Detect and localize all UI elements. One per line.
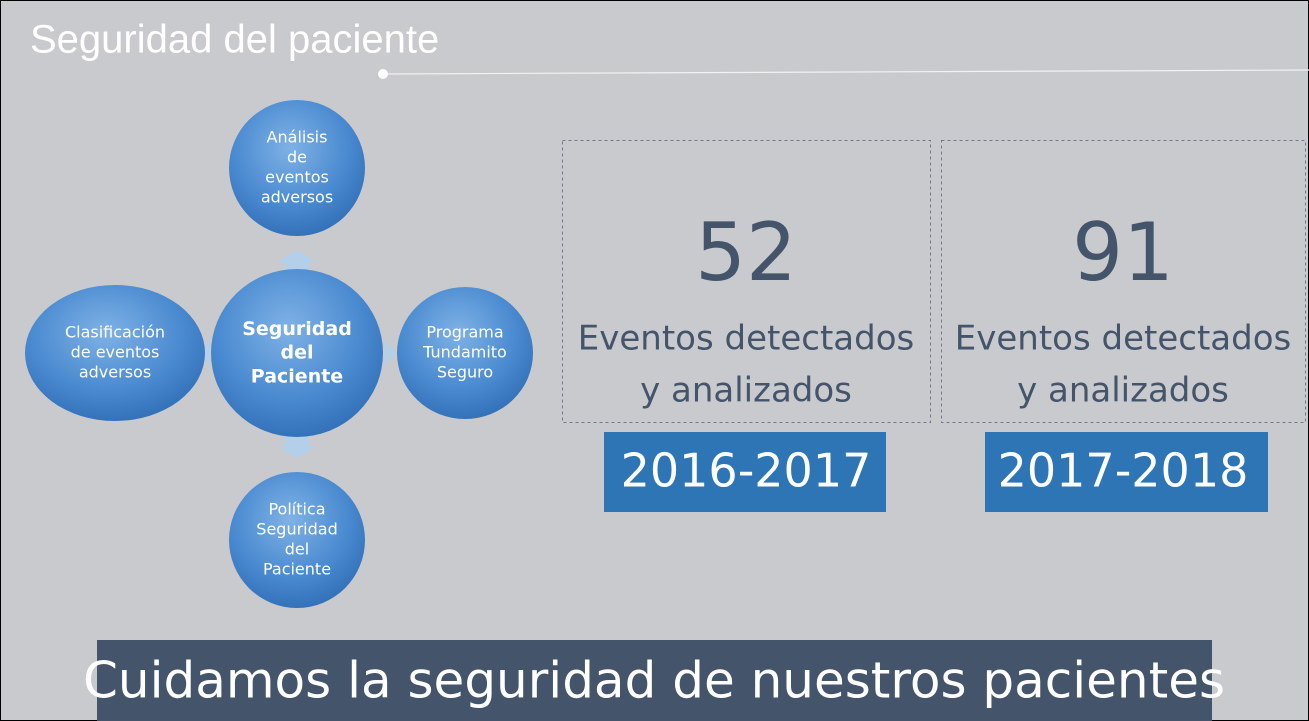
bubble-label: Política [268,500,325,519]
stat-caption: y analizados [640,371,852,411]
bubble-label: Tundamito [422,343,507,362]
stat-caption: Eventos detectados [955,319,1291,359]
bubble [25,285,205,421]
bubble [229,472,365,608]
bubble [229,100,365,236]
period-box [604,432,886,512]
arrow-up [277,250,317,272]
bubble-label: adversos [261,188,333,207]
bubble-label: de eventos [71,343,160,362]
bubble-label: Programa [426,323,503,342]
bubble-label: Seguridad [242,318,352,340]
bubble-label: Paciente [263,560,331,579]
banner-text: Cuidamos la seguridad de nuestros pacien… [83,652,1225,710]
stat-frame [562,140,931,423]
stat-caption: y analizados [1017,371,1229,411]
period-label: 2017-2018 [998,444,1249,498]
stat-number: 52 [695,206,797,299]
bubble [211,269,383,437]
bubble-label: eventos [265,168,329,187]
bubble-label: Clasificación [65,323,165,342]
period-box [985,432,1268,512]
bubble-label: Análisis [267,128,328,147]
bubble-label: de [287,148,307,167]
slide-title: Seguridad del paciente [30,18,439,62]
bubble [397,287,533,419]
bubble-label: adversos [79,363,151,382]
arrow-right [385,340,396,366]
bubble-label: Paciente [251,365,343,387]
banner-box [97,640,1212,721]
stat-number: 91 [1072,206,1174,299]
title-dot [378,69,388,79]
bubble-label: Seguridad [256,520,337,539]
stat-caption: Eventos detectados [578,319,914,359]
bubble-label: Seguro [437,363,493,382]
bubble-label: del [281,342,314,364]
arrow-down [277,436,317,458]
stat-frame [941,140,1306,423]
title-rule [382,69,1309,75]
bubble-label: del [285,540,309,559]
period-label: 2016-2017 [621,444,872,498]
